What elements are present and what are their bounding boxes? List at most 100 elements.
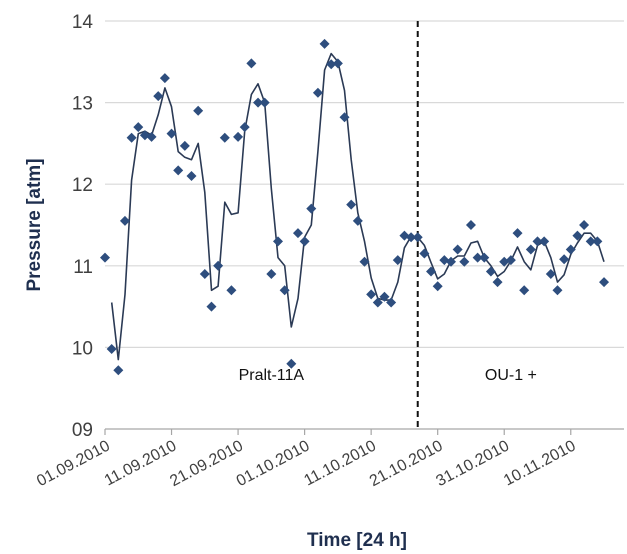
data-point xyxy=(279,285,290,296)
data-point xyxy=(186,171,197,182)
y-tick-label: 10 xyxy=(72,338,93,359)
data-point xyxy=(585,236,596,247)
y-tick-label: 14 xyxy=(72,12,94,33)
annotation-label: OU-1 + xyxy=(485,367,537,384)
data-point xyxy=(386,297,397,308)
data-point xyxy=(479,252,490,263)
data-point xyxy=(126,132,137,143)
data-point xyxy=(572,230,583,241)
data-point xyxy=(426,266,437,277)
data-point xyxy=(159,73,170,84)
data-point xyxy=(446,256,456,267)
data-point xyxy=(312,87,323,98)
data-point xyxy=(253,97,264,108)
x-tick-label: 01.10.2010 xyxy=(234,437,313,490)
data-point xyxy=(399,230,410,241)
x-axis-ticks: 01.09.201011.09.201021.09.201001.10.2010… xyxy=(34,429,579,490)
data-point xyxy=(233,131,244,142)
data-point xyxy=(439,255,450,266)
y-axis-title: Pressure [atm] xyxy=(24,158,45,291)
data-point xyxy=(239,122,250,133)
data-point xyxy=(286,358,297,369)
data-point xyxy=(472,252,483,263)
data-point xyxy=(273,236,283,247)
data-point xyxy=(219,132,230,143)
data-point xyxy=(539,236,550,247)
x-tick-label: 01.09.2010 xyxy=(34,437,113,490)
fit-line xyxy=(110,52,605,361)
data-point xyxy=(199,268,210,279)
y-tick-label: 11 xyxy=(73,257,93,278)
data-point xyxy=(406,232,417,243)
data-point xyxy=(485,266,496,277)
data-point xyxy=(432,281,443,292)
data-point xyxy=(259,97,270,108)
data-point xyxy=(292,228,303,239)
x-tick-label: 21.09.2010 xyxy=(167,437,246,490)
data-point xyxy=(565,244,576,255)
y-tick-label: 12 xyxy=(72,175,93,196)
data-point xyxy=(452,244,463,255)
data-point xyxy=(392,255,403,266)
data-point xyxy=(146,131,157,142)
data-point xyxy=(173,165,184,176)
data-point xyxy=(306,203,317,214)
data-point xyxy=(133,122,144,133)
y-tick-label: 13 xyxy=(72,94,93,115)
data-points xyxy=(100,38,610,376)
data-point xyxy=(465,220,476,230)
data-point xyxy=(579,220,590,230)
data-point xyxy=(592,236,603,247)
data-point xyxy=(139,130,150,141)
y-axis-ticks: 09 10 11 12 13 14 xyxy=(72,12,94,441)
data-point xyxy=(559,254,570,265)
data-point xyxy=(166,128,177,139)
data-point xyxy=(319,38,330,49)
x-tick-label: 11.09.2010 xyxy=(102,437,180,489)
data-point xyxy=(193,105,204,116)
annotation-label: Pralt-11A xyxy=(239,367,305,384)
data-point xyxy=(246,58,257,69)
data-point xyxy=(339,112,350,123)
data-point xyxy=(419,248,430,259)
data-point xyxy=(346,199,357,210)
data-point xyxy=(113,365,124,376)
x-tick-label: 31.10.2010 xyxy=(433,437,512,490)
data-point xyxy=(525,244,536,255)
data-point xyxy=(545,268,556,279)
data-point xyxy=(599,277,610,288)
data-point xyxy=(532,236,543,247)
gridlines xyxy=(105,20,624,348)
data-point xyxy=(352,215,363,226)
data-point xyxy=(359,256,370,267)
data-point xyxy=(266,268,277,279)
data-point xyxy=(512,228,523,239)
y-tick-label: 09 xyxy=(72,420,93,441)
data-point xyxy=(213,260,224,271)
data-point xyxy=(100,252,110,263)
x-tick-label: 21.10.2010 xyxy=(367,437,446,490)
data-point xyxy=(499,256,510,267)
data-point xyxy=(179,140,190,151)
data-point xyxy=(412,232,423,243)
data-point xyxy=(379,291,390,302)
data-point xyxy=(366,289,377,300)
data-point xyxy=(226,285,237,296)
fit-line-series xyxy=(110,52,605,361)
x-axis-title: Time [24 h] xyxy=(307,530,407,551)
data-point xyxy=(106,344,117,355)
data-point xyxy=(153,91,164,102)
data-point xyxy=(299,236,310,247)
x-tick-label: 10.11.2010 xyxy=(501,437,579,489)
data-point xyxy=(326,59,337,70)
data-point xyxy=(492,277,503,288)
data-point xyxy=(119,215,130,226)
data-point xyxy=(552,285,563,296)
data-point xyxy=(206,301,217,312)
data-point xyxy=(332,58,343,69)
annotations: Pralt-11A OU-1 + xyxy=(239,367,537,384)
data-point xyxy=(505,255,516,266)
data-point xyxy=(519,285,530,296)
data-point xyxy=(459,256,470,267)
